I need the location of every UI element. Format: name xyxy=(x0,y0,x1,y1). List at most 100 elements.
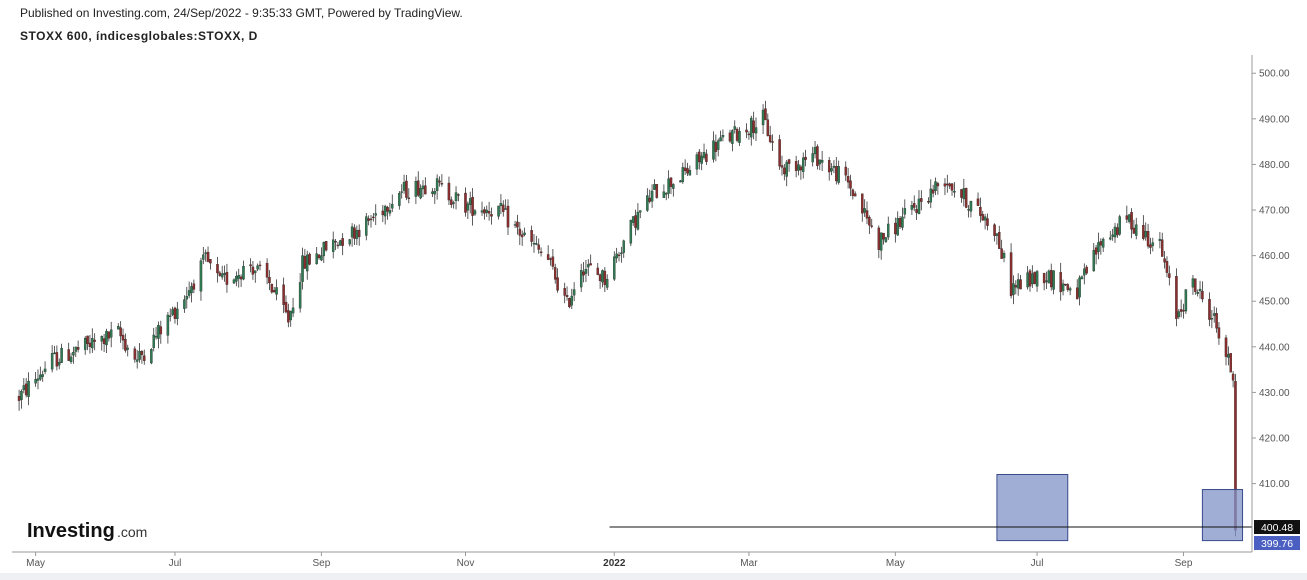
candle-down xyxy=(1049,270,1053,288)
candle-down xyxy=(416,180,420,196)
candle-up xyxy=(731,130,734,144)
candle-down xyxy=(1165,261,1169,273)
candle-up xyxy=(1127,214,1131,222)
axes: 410.00 420.00 430.00 440.00 450.00 460.00 470.… xyxy=(12,55,1290,569)
candle-up xyxy=(183,299,186,309)
candle-up xyxy=(620,252,623,255)
candle-up xyxy=(1210,318,1214,320)
candle-up xyxy=(863,208,866,213)
candle-down xyxy=(705,153,708,162)
y-tick-label: 430.00 xyxy=(1259,388,1290,399)
candle-up xyxy=(504,208,507,210)
candle-down xyxy=(1182,310,1185,312)
candle-down xyxy=(55,352,59,367)
candle-down xyxy=(93,339,96,342)
candle-down xyxy=(1142,225,1145,239)
candle-up xyxy=(433,191,437,195)
candle-down xyxy=(265,262,269,278)
candle-down xyxy=(1168,273,1171,278)
candle-down xyxy=(1075,287,1079,300)
candle-up xyxy=(1135,224,1138,236)
candle-up xyxy=(887,223,890,238)
candle-down xyxy=(537,244,540,250)
candle-up xyxy=(1031,273,1034,285)
candle-down xyxy=(816,146,819,166)
candle-down xyxy=(506,205,510,228)
candle-down xyxy=(655,184,659,198)
y-tick-label: 490.00 xyxy=(1259,114,1290,125)
candle-down xyxy=(882,232,885,240)
candle-down xyxy=(407,197,411,199)
candle-down xyxy=(960,189,963,198)
candle-down xyxy=(450,199,453,205)
candle-down xyxy=(686,168,689,174)
candle-down xyxy=(1149,244,1152,248)
candle-down xyxy=(140,351,144,355)
candle-down xyxy=(159,326,163,335)
candle-down xyxy=(1163,258,1166,263)
candle-down xyxy=(369,218,373,221)
candle-down xyxy=(471,196,474,216)
candle-down xyxy=(67,349,70,361)
candle-down xyxy=(258,264,262,267)
candle-down xyxy=(1009,252,1013,296)
candle-up xyxy=(256,265,259,270)
candle-up xyxy=(584,268,588,274)
y-tick-label: 500.00 xyxy=(1259,69,1290,80)
candle-up xyxy=(1184,289,1188,312)
candle-up xyxy=(1012,283,1015,295)
x-tick-label: 2022 xyxy=(603,558,626,569)
candle-up xyxy=(653,184,656,190)
candle-down xyxy=(943,183,947,187)
candle-up xyxy=(910,205,914,210)
candle-up xyxy=(969,200,973,212)
candle-down xyxy=(1014,285,1018,288)
candle-down xyxy=(596,267,600,275)
candle-down xyxy=(1201,291,1204,300)
candle-up xyxy=(513,224,517,226)
candle-up xyxy=(1097,242,1100,252)
candle-down xyxy=(747,133,751,136)
candle-up xyxy=(355,230,359,239)
x-tick-label: Jul xyxy=(169,558,182,569)
candle-up xyxy=(646,195,649,211)
candle-up xyxy=(339,240,342,246)
candle-up xyxy=(953,191,956,193)
candle-up xyxy=(135,359,139,362)
candle-up xyxy=(1101,238,1105,248)
candle-up xyxy=(289,310,292,321)
candle-up xyxy=(613,256,616,280)
candle-down xyxy=(549,258,552,260)
investing-logo: Investing .com xyxy=(27,520,147,542)
candle-down xyxy=(308,253,311,265)
candle-down xyxy=(1194,278,1197,292)
candle-down xyxy=(357,229,361,238)
last-price-tag xyxy=(1254,536,1300,551)
candle-down xyxy=(124,339,127,351)
candle-up xyxy=(820,159,824,163)
candle-down xyxy=(1215,313,1218,329)
candle-down xyxy=(568,298,571,308)
candle-down xyxy=(1132,227,1136,234)
candle-down xyxy=(1033,271,1036,284)
candle-up xyxy=(480,210,484,213)
y-tick-label: 420.00 xyxy=(1259,434,1290,445)
candle-down xyxy=(1208,299,1211,320)
candle-down xyxy=(553,267,557,280)
candle-up xyxy=(254,270,257,273)
candle-down xyxy=(405,180,408,198)
x-tick-label: Jul xyxy=(1031,558,1044,569)
x-tick-label: Nov xyxy=(457,558,475,569)
candle-up xyxy=(157,324,160,339)
candle-up xyxy=(884,237,888,242)
candle-up xyxy=(41,374,44,377)
candle-up xyxy=(934,181,937,191)
candle-up xyxy=(712,140,715,160)
candle-up xyxy=(983,216,987,221)
candle-down xyxy=(603,270,607,286)
candle-up xyxy=(903,208,907,215)
candle-up xyxy=(1092,250,1096,272)
candle-up xyxy=(811,153,814,163)
candle-down xyxy=(1064,283,1067,286)
